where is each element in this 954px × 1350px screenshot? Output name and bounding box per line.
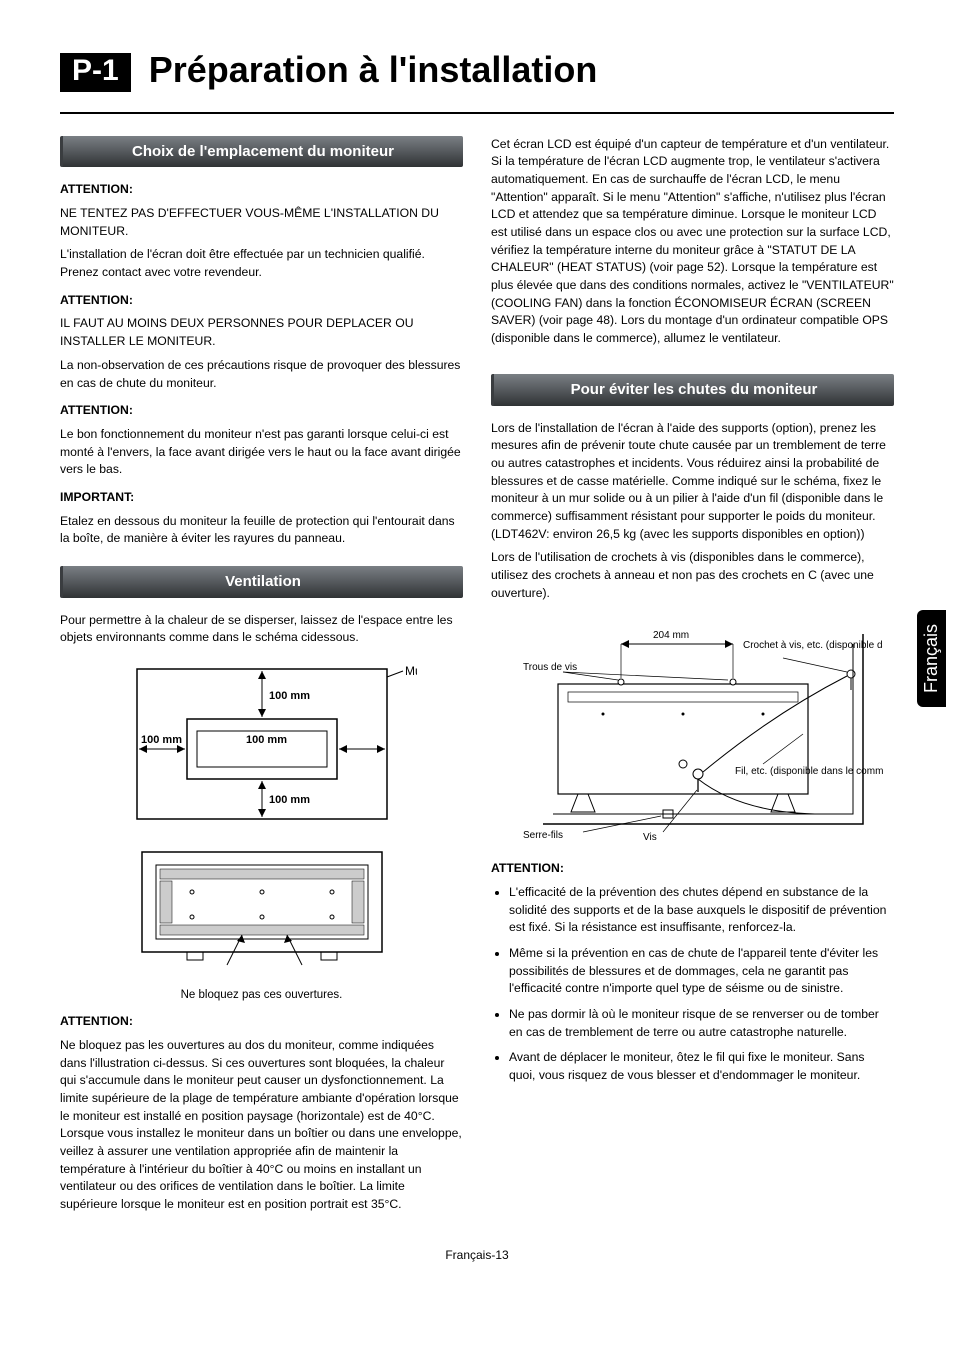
body-text: La non-observation de ces précautions ri…	[60, 357, 463, 392]
diagram-label-screw: Vis	[643, 832, 657, 843]
important-label: IMPORTANT:	[60, 489, 463, 507]
diagram-label-clamp: Serre-fils	[523, 830, 563, 841]
content-columns: Choix de l'emplacement du moniteur ATTEN…	[60, 136, 894, 1220]
list-item: Ne pas dormir là où le moniteur risque d…	[509, 1006, 894, 1041]
body-text: IL FAUT AU MOINS DEUX PERSONNES POUR DEP…	[60, 315, 463, 350]
dimension-label: 100 mm	[141, 734, 182, 746]
dimension-label: 100 mm	[269, 794, 310, 806]
list-item: L'efficacité de la prévention des chutes…	[509, 884, 894, 937]
attention-label: ATTENTION:	[60, 1013, 463, 1031]
body-text: Etalez en dessous du moniteur la feuille…	[60, 513, 463, 548]
page-header: P-1 Préparation à l'installation	[60, 50, 894, 92]
body-text: NE TENTEZ PAS D'EFFECTUER VOUS-MÊME L'IN…	[60, 205, 463, 240]
diagram-caption: Ne bloquez pas ces ouvertures.	[60, 987, 463, 1004]
attention-label: ATTENTION:	[60, 292, 463, 310]
language-tab: Français	[917, 610, 946, 707]
list-item: Même si la prévention en cas de chute de…	[509, 945, 894, 998]
fall-prevention-diagram: 204 mm	[491, 614, 894, 850]
diagram-label-screw-holes: Trous de vis	[523, 662, 577, 673]
diagram-label-hook: Crochet à vis, etc. (disponible dans le …	[743, 640, 883, 651]
title-rule	[60, 112, 894, 114]
body-text: Le bon fonctionnement du moniteur n'est …	[60, 426, 463, 479]
section-bar-placement: Choix de l'emplacement du moniteur	[60, 136, 463, 168]
body-text: L'installation de l'écran doit être effe…	[60, 246, 463, 281]
attention-label: ATTENTION:	[491, 860, 894, 878]
ventilation-clearance-diagram: Mur 100 mm 100 mm 100 mm	[60, 659, 463, 835]
section-bar-ventilation: Ventilation	[60, 566, 463, 598]
dimension-label: 100 mm	[246, 734, 287, 746]
body-text: Lors de l'utilisation de crochets à vis …	[491, 549, 894, 602]
attention-bullet-list: L'efficacité de la prévention des chutes…	[491, 884, 894, 1085]
page-title: Préparation à l'installation	[149, 50, 598, 92]
page-footer: Français-13	[60, 1248, 894, 1262]
ventilation-openings-diagram: Ne bloquez pas ces ouvertures.	[60, 847, 463, 1003]
body-text: Lors de l'installation de l'écran à l'ai…	[491, 420, 894, 544]
body-text: Cet écran LCD est équipé d'un capteur de…	[491, 136, 894, 348]
section-number-box: P-1	[60, 53, 131, 92]
attention-label: ATTENTION:	[60, 181, 463, 199]
diagram-label-wire: Fil, etc. (disponible dans le commerce)	[735, 766, 883, 777]
body-text: Pour permettre à la chaleur de se disper…	[60, 612, 463, 647]
list-item: Avant de déplacer le moniteur, ôtez le f…	[509, 1049, 894, 1084]
dimension-label: 204 mm	[653, 630, 689, 641]
section-bar-fall-prevention: Pour éviter les chutes du moniteur	[491, 374, 894, 406]
left-column: Choix de l'emplacement du moniteur ATTEN…	[60, 136, 463, 1220]
right-column: Cet écran LCD est équipé d'un capteur de…	[491, 136, 894, 1220]
wall-label: Mur	[405, 664, 417, 678]
attention-label: ATTENTION:	[60, 402, 463, 420]
body-text: Ne bloquez pas les ouvertures au dos du …	[60, 1037, 463, 1214]
dimension-label: 100 mm	[269, 690, 310, 702]
